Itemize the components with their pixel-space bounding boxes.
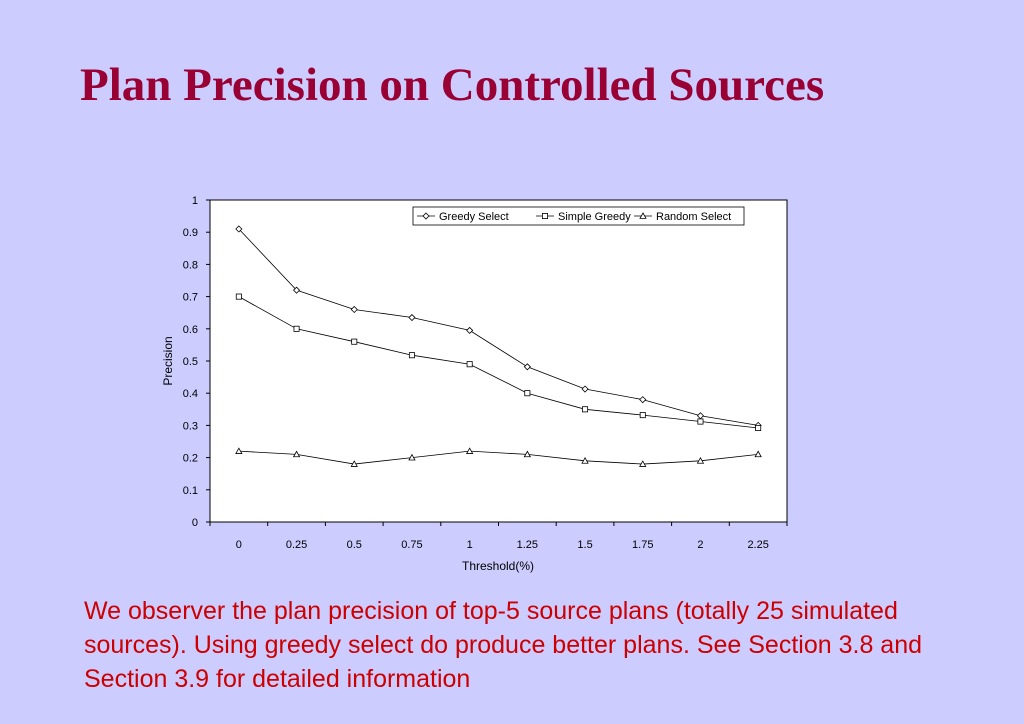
- x-tick-label: 1: [467, 539, 473, 551]
- x-tick-label: 0.5: [347, 539, 362, 551]
- data-point-greedy-select: [292, 286, 301, 294]
- data-point-greedy-select: [639, 396, 647, 404]
- data-point-random-select: [292, 450, 301, 458]
- data-point-greedy-select: [523, 363, 531, 371]
- series-line-greedy-select: [238, 228, 759, 426]
- x-tick-label: 2.25: [747, 539, 768, 551]
- data-point-simple-greedy: [293, 325, 300, 332]
- y-tick-label: 0.2: [183, 453, 198, 465]
- x-tick-label: 2: [697, 539, 703, 551]
- data-point-simple-greedy: [235, 293, 242, 300]
- data-point-simple-greedy: [524, 390, 531, 397]
- y-tick-label: 0.1: [183, 485, 198, 497]
- y-axis-label: Precision: [161, 336, 175, 385]
- x-tick-label: 0.75: [401, 539, 422, 551]
- y-tick-label: 1: [192, 195, 198, 207]
- x-tick-label: 1.25: [517, 539, 538, 551]
- plot-area: [209, 199, 788, 523]
- data-point-greedy-select: [581, 385, 589, 393]
- legend-marker: [639, 212, 647, 219]
- series-line-simple-greedy: [238, 296, 759, 429]
- data-point-simple-greedy: [582, 406, 589, 413]
- data-point-simple-greedy: [639, 412, 646, 419]
- y-tick-label: 0.4: [183, 388, 198, 400]
- series-simple-greedy: [235, 293, 762, 431]
- data-point-simple-greedy: [755, 424, 762, 431]
- data-point-simple-greedy: [697, 418, 704, 425]
- data-point-simple-greedy: [408, 352, 415, 359]
- x-tick-label: 0.25: [286, 539, 307, 551]
- series-line-random-select: [238, 450, 759, 465]
- data-point-random-select: [696, 456, 705, 464]
- x-tick-label: 1.75: [632, 539, 653, 551]
- data-point-random-select: [350, 460, 358, 467]
- data-point-greedy-select: [466, 326, 474, 334]
- data-point-greedy-select: [408, 313, 416, 322]
- series-layer: [235, 225, 762, 467]
- x-tick-label: 0: [236, 539, 242, 551]
- slide-caption: We observer the plan precision of top-5 …: [84, 597, 923, 693]
- x-axis: 0 0.25 0.5 0.75 1 1.25 1.5 1.75 2 2.25: [209, 522, 788, 551]
- data-point-random-select: [639, 460, 647, 467]
- y-tick-label: 0.7: [183, 292, 198, 304]
- legend-label: Simple Greedy: [558, 211, 631, 223]
- y-tick-label: 0.3: [183, 420, 198, 432]
- data-point-random-select: [465, 447, 474, 454]
- data-point-simple-greedy: [466, 361, 473, 368]
- data-point-random-select: [235, 447, 243, 454]
- legend: Greedy Select Simple Greedy Random Select: [412, 206, 745, 226]
- legend-marker: [422, 212, 430, 220]
- y-axis: 0 0.1 0.2 0.3 0.4 0.5 0.6 0.7 0.8 0.9 1: [183, 195, 210, 529]
- data-point-random-select: [581, 456, 589, 464]
- data-point-greedy-select: [350, 305, 358, 314]
- x-axis-label: Threshold(%): [462, 559, 534, 573]
- data-point-random-select: [754, 450, 762, 458]
- data-point-random-select: [523, 450, 532, 458]
- legend-label: Greedy Select: [439, 211, 509, 223]
- data-point-simple-greedy: [351, 338, 358, 345]
- y-tick-label: 0.9: [183, 227, 198, 239]
- legend-box: [412, 206, 745, 226]
- y-tick-label: 0: [192, 517, 198, 529]
- y-tick-label: 0.8: [183, 259, 198, 271]
- y-tick-label: 0.5: [183, 356, 198, 368]
- series-random-select: [235, 447, 762, 467]
- x-tick-label: 1.5: [577, 539, 592, 551]
- legend-label: Random Select: [656, 211, 731, 223]
- y-tick-label: 0.6: [183, 324, 198, 336]
- data-point-greedy-select: [235, 225, 243, 233]
- slide-title: Plan Precision on Controlled Sources: [80, 59, 825, 111]
- data-point-random-select: [408, 453, 416, 461]
- legend-marker: [542, 212, 549, 219]
